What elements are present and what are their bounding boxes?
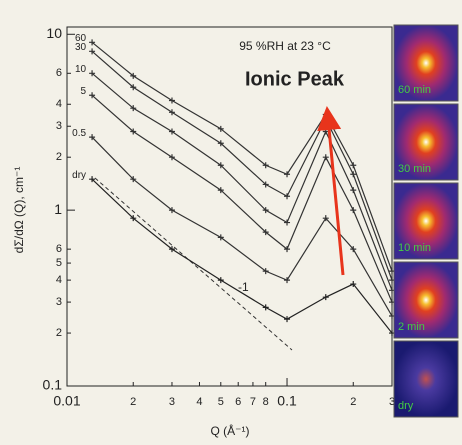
data-point — [168, 109, 175, 116]
x-tick-label: 7 — [250, 396, 256, 408]
y-tick-label: 2 — [56, 151, 62, 163]
y-tick-label: 2 — [56, 327, 62, 339]
data-point — [322, 154, 329, 161]
series-label: dry — [72, 170, 86, 181]
plot-frame — [66, 26, 393, 387]
data-point — [168, 97, 175, 104]
x-tick-label: 3 — [169, 396, 175, 408]
series-line — [91, 178, 393, 334]
data-point — [130, 215, 137, 222]
data-point — [130, 105, 137, 112]
data-point — [130, 72, 137, 79]
data-point — [168, 246, 175, 253]
data-point — [168, 154, 175, 161]
y-tick-label: 5 — [56, 257, 62, 269]
data-point — [217, 140, 224, 147]
data-point — [262, 162, 269, 169]
data-point — [130, 128, 137, 135]
x-tick-label: 0.1 — [277, 393, 297, 409]
data-point — [217, 162, 224, 169]
y-tick-label: 6 — [56, 243, 62, 255]
data-point — [350, 162, 357, 169]
series-label: 0.5 — [72, 128, 86, 139]
peak-arrow — [317, 106, 345, 276]
data-point — [89, 134, 96, 141]
data-point — [284, 171, 291, 178]
data-point — [322, 294, 329, 301]
y-tick-label: 0.1 — [43, 377, 63, 393]
x-tick-label: 3 — [389, 396, 395, 408]
y-tick-label: 3 — [56, 120, 62, 132]
pattern-image — [393, 261, 459, 339]
x-tick-label: 2 — [130, 396, 136, 408]
data-point — [130, 176, 137, 183]
data-point — [350, 187, 357, 194]
series-label: 30 — [75, 42, 87, 53]
data-point — [168, 128, 175, 135]
x-tick-label: 8 — [263, 396, 269, 408]
annotation: Ionic Peak — [245, 68, 345, 90]
x-tick-label: 0.01 — [53, 393, 80, 409]
y-tick-label: 4 — [56, 98, 62, 110]
data-point — [284, 193, 291, 200]
y-tick-label: 10 — [46, 25, 62, 41]
pattern-label: 10 min — [398, 242, 431, 254]
x-tick-label: 6 — [235, 396, 241, 408]
data-point — [350, 246, 357, 253]
series-line — [91, 94, 393, 303]
data-point — [89, 92, 96, 99]
data-point — [217, 125, 224, 132]
data-point — [284, 277, 291, 284]
annotation: -1 — [238, 280, 249, 294]
chart-title: 95 %RH at 23 °C — [239, 39, 331, 53]
series-label: 5 — [81, 86, 87, 97]
series-line — [91, 50, 393, 281]
series-label: 10 — [75, 64, 87, 75]
data-point — [217, 234, 224, 241]
data-point — [168, 207, 175, 214]
data-point — [284, 219, 291, 226]
data-point — [262, 229, 269, 236]
data-point — [89, 70, 96, 77]
slope-reference — [94, 177, 293, 351]
data-point — [262, 181, 269, 188]
pattern-label: 60 min — [398, 84, 431, 96]
x-tick-label: 2 — [350, 396, 356, 408]
data-point — [89, 39, 96, 46]
data-point — [89, 48, 96, 55]
data-point — [284, 316, 291, 323]
pattern-image — [393, 24, 459, 102]
data-point — [350, 207, 357, 214]
data-point — [262, 207, 269, 214]
y-tick-label: 6 — [56, 67, 62, 79]
data-point — [130, 84, 137, 91]
x-tick-label: 4 — [196, 396, 202, 408]
pattern-label: 2 min — [398, 321, 425, 333]
data-point — [217, 277, 224, 284]
series-line — [91, 41, 393, 272]
y-axis-title: dΣ/dΩ (Q), cm⁻¹ — [12, 167, 26, 254]
pattern-label: 30 min — [398, 163, 431, 175]
pattern-label: dry — [398, 400, 414, 412]
data-point — [284, 246, 291, 253]
x-axis-title: Q (Å⁻¹) — [211, 423, 250, 438]
data-point — [262, 304, 269, 311]
data-point — [89, 176, 96, 183]
y-tick-label: 3 — [56, 296, 62, 308]
data-point — [322, 215, 329, 222]
data-point — [217, 187, 224, 194]
data-point — [350, 281, 357, 288]
y-tick-label: 1 — [54, 201, 62, 217]
data-point — [350, 171, 357, 178]
pattern-image — [393, 340, 459, 418]
pattern-image — [393, 103, 459, 181]
series-label: 60 — [75, 33, 87, 44]
data-point — [262, 268, 269, 275]
pattern-image — [393, 182, 459, 260]
x-tick-label: 5 — [218, 396, 224, 408]
y-tick-label: 4 — [56, 274, 62, 286]
